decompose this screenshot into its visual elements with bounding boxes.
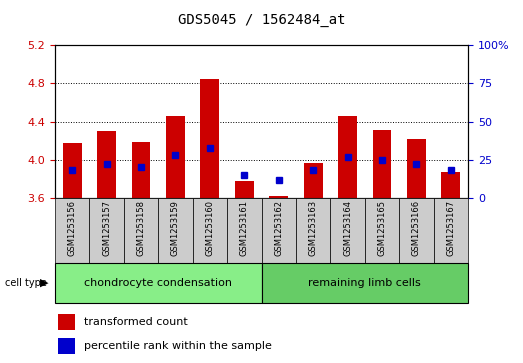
Bar [192,198,227,263]
Text: GSM1253167: GSM1253167 [446,200,456,256]
Bar [89,198,124,263]
Bar [365,198,399,263]
Text: ▶: ▶ [40,278,49,288]
Bar [296,198,331,263]
Bar [200,79,219,198]
Text: transformed count: transformed count [84,317,187,327]
Bar [434,198,468,263]
Bar [97,131,116,198]
FancyBboxPatch shape [58,314,75,330]
Bar [55,198,89,263]
Text: cell type: cell type [5,278,47,288]
Text: GSM1253165: GSM1253165 [378,200,386,256]
Bar [55,263,262,303]
Bar [372,130,392,198]
Text: GSM1253162: GSM1253162 [274,200,283,256]
Bar [63,143,82,198]
Bar [227,198,262,263]
Bar [166,116,185,198]
Bar [407,139,426,198]
Bar [262,198,296,263]
Bar [124,198,158,263]
Text: GDS5045 / 1562484_at: GDS5045 / 1562484_at [178,13,345,27]
Text: chondrocyte condensation: chondrocyte condensation [84,278,232,288]
Text: percentile rank within the sample: percentile rank within the sample [84,341,271,351]
Text: remaining limb cells: remaining limb cells [309,278,421,288]
Text: GSM1253164: GSM1253164 [343,200,352,256]
Text: GSM1253160: GSM1253160 [206,200,214,256]
Text: GSM1253158: GSM1253158 [137,200,145,256]
Bar [441,172,460,198]
Bar [158,198,192,263]
Text: GSM1253156: GSM1253156 [67,200,77,256]
Text: GSM1253157: GSM1253157 [102,200,111,256]
Text: GSM1253163: GSM1253163 [309,200,317,256]
Bar [331,198,365,263]
Bar [235,181,254,198]
Bar [131,142,151,198]
Bar [269,196,288,198]
Text: GSM1253166: GSM1253166 [412,200,421,256]
Bar [262,263,468,303]
FancyBboxPatch shape [58,338,75,354]
Text: GSM1253159: GSM1253159 [171,200,180,256]
Bar [338,116,357,198]
Bar [399,198,434,263]
Bar [304,163,323,198]
Text: GSM1253161: GSM1253161 [240,200,249,256]
